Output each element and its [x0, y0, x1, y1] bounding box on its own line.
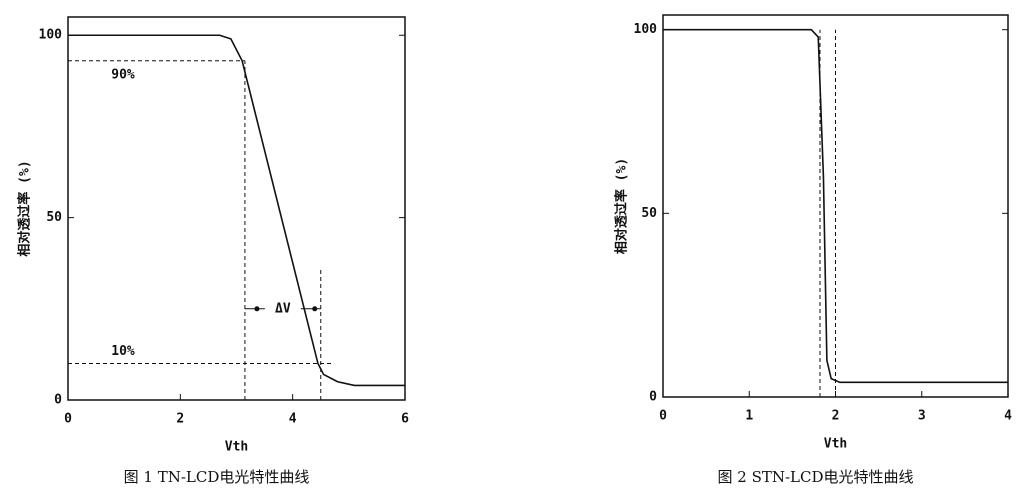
- y-tick-label: 50: [46, 210, 62, 225]
- delta-dot: [254, 306, 260, 312]
- curve: [663, 28, 1008, 384]
- x-tick-label: 0: [659, 409, 667, 424]
- delta-dot: [312, 306, 318, 312]
- caption: 图 2 STN-LCD电光特性曲线: [717, 468, 913, 486]
- x-tick-label: 1: [745, 409, 753, 424]
- x-tick-label: 0: [64, 412, 72, 427]
- curve: [68, 34, 405, 387]
- guide-label: 90%: [111, 67, 135, 82]
- y-tick-label: 0: [649, 390, 657, 405]
- x-tick-label: 2: [832, 409, 840, 424]
- y-tick-label: 50: [641, 206, 657, 221]
- y-axis-label: 相对透过率 (%): [614, 158, 630, 254]
- y-tick-label: 100: [634, 22, 658, 37]
- x-axis-label: Vth: [824, 437, 847, 452]
- caption: 图 1 TN-LCD电光特性曲线: [124, 468, 310, 486]
- delta-label: ΔV: [275, 301, 291, 316]
- y-axis-label: 相对透过率 (%): [17, 160, 33, 256]
- x-tick-label: 6: [401, 412, 409, 427]
- plot-frame: [67, 16, 406, 401]
- x-tick-label: 2: [176, 412, 184, 427]
- x-axis-label: Vth: [225, 440, 248, 455]
- y-tick-label: 0: [54, 393, 62, 408]
- x-tick-label: 3: [918, 409, 926, 424]
- y-tick-label: 100: [39, 28, 63, 43]
- x-tick-label: 4: [1004, 409, 1012, 424]
- guide-label: 10%: [111, 344, 135, 359]
- x-tick-label: 4: [289, 412, 297, 427]
